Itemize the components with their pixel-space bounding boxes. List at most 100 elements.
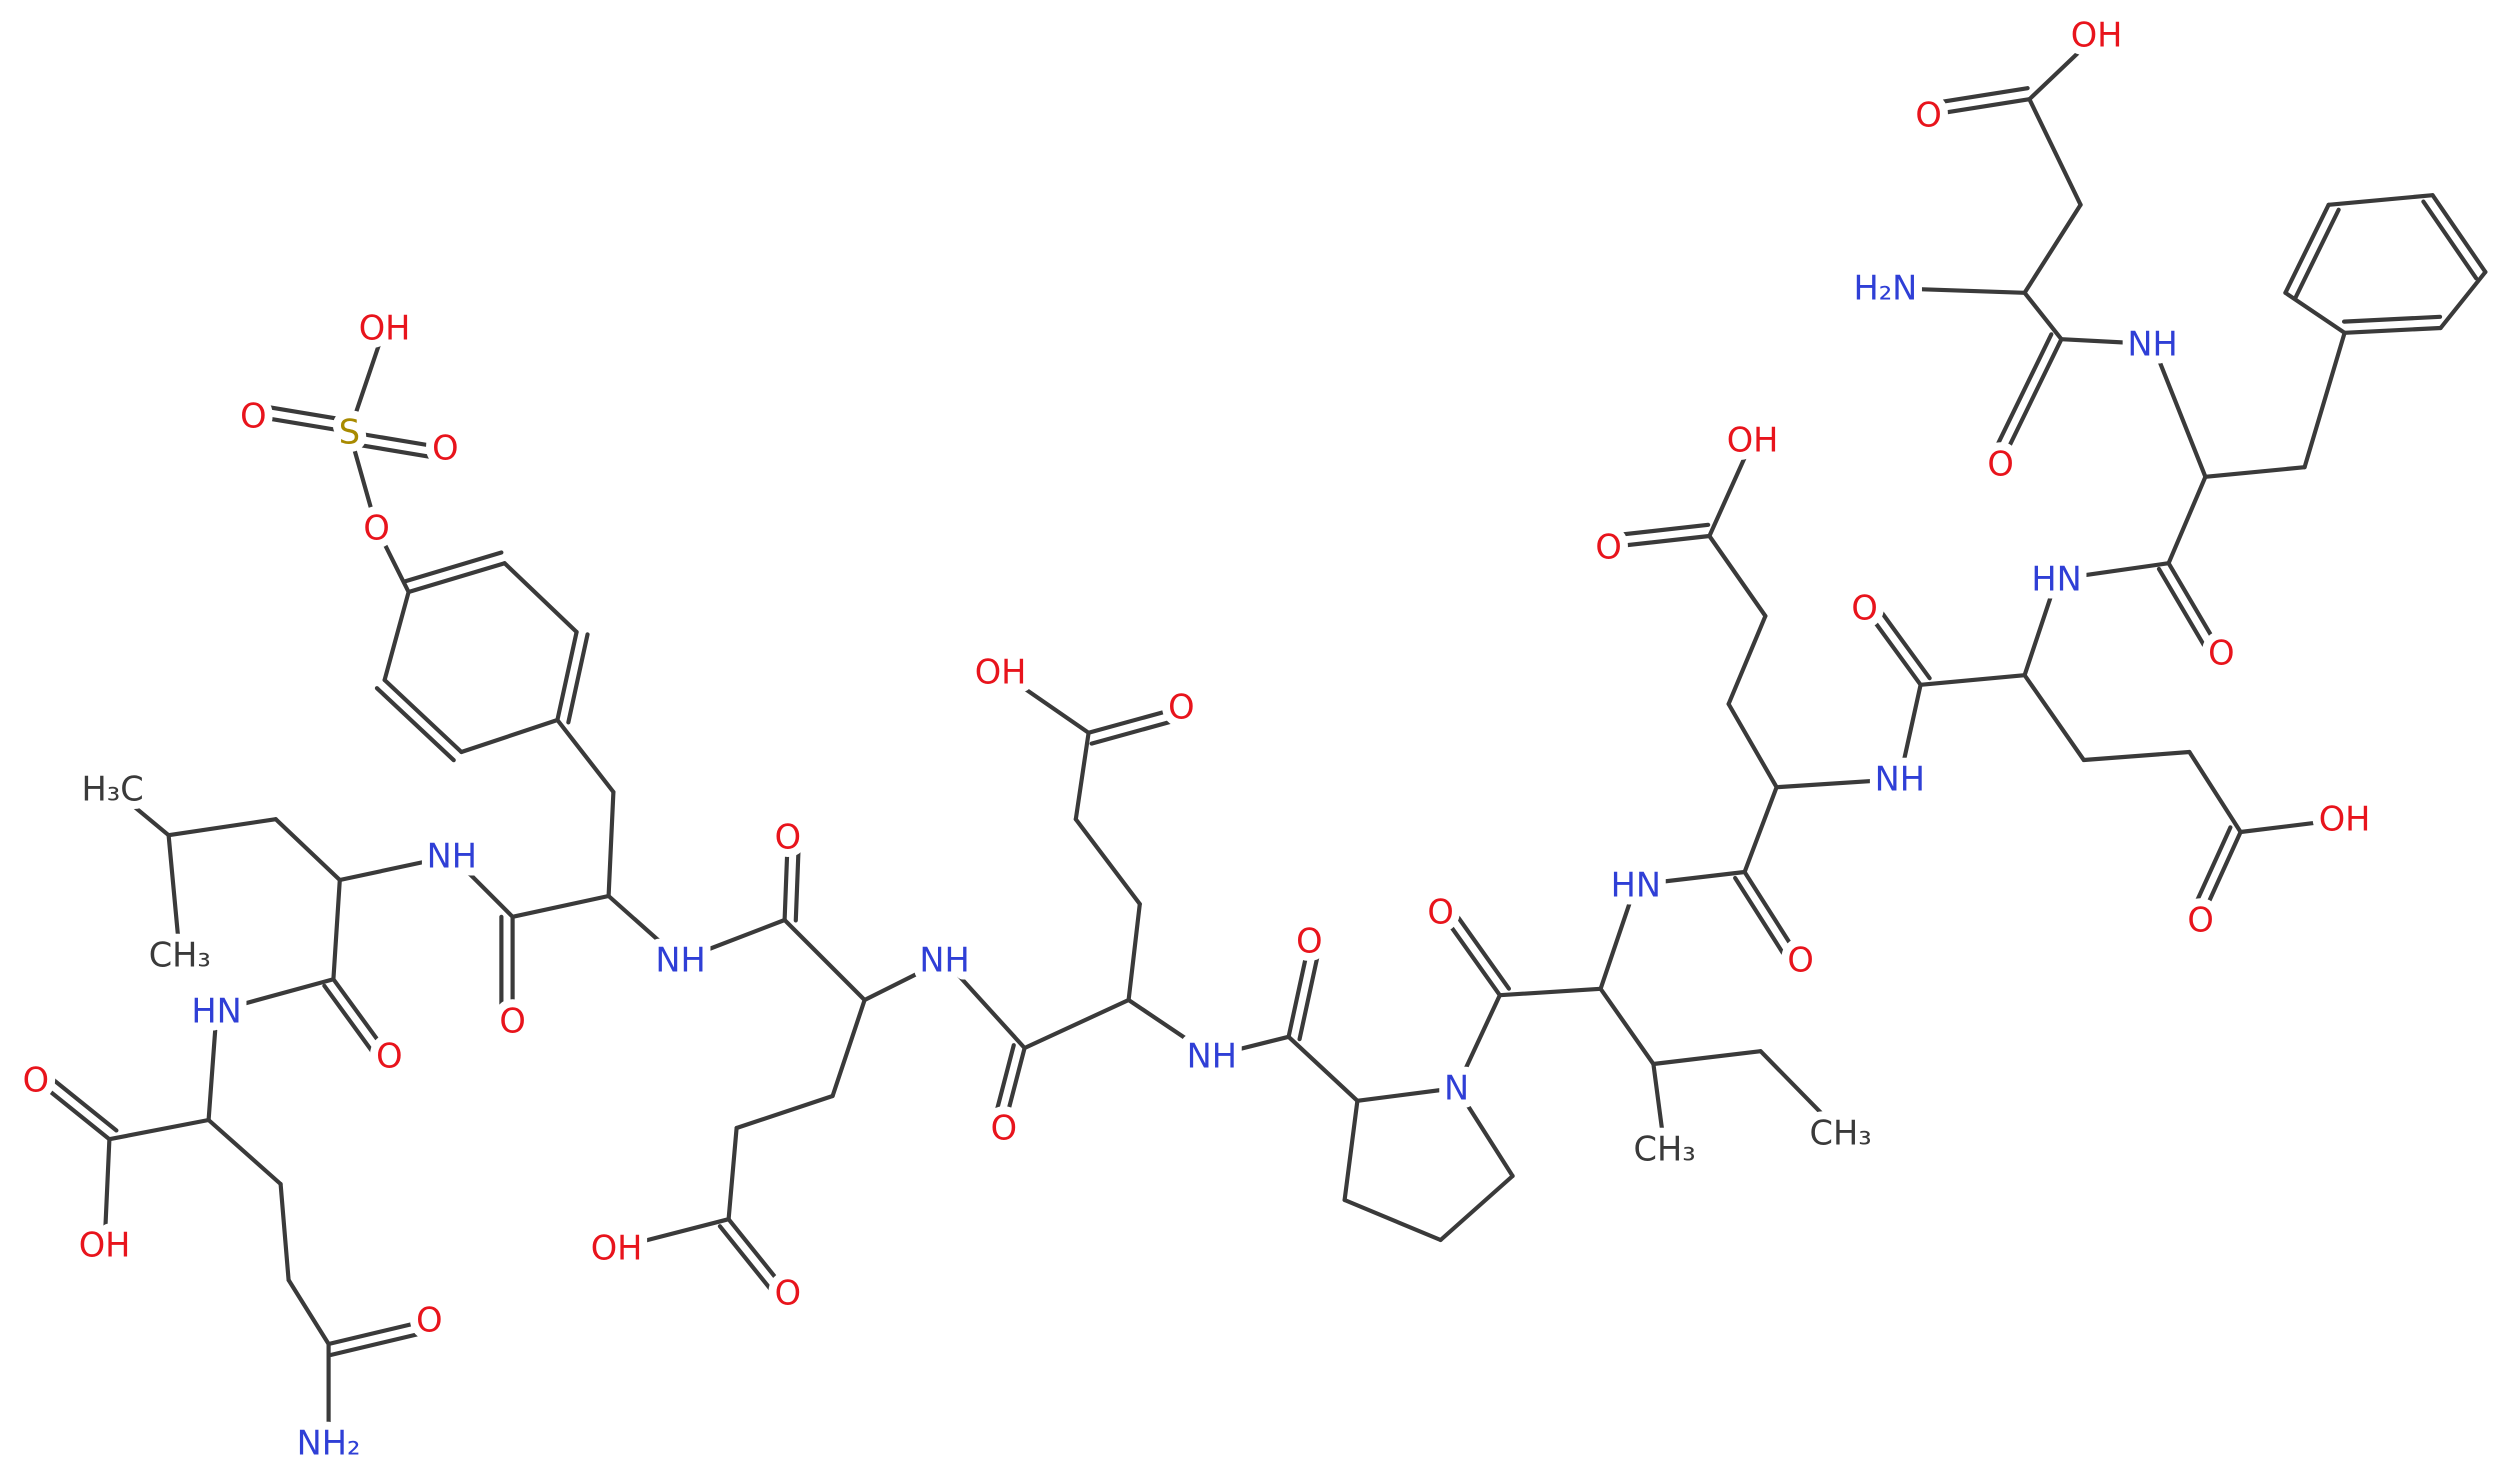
atom-label: OH <box>2071 16 2123 55</box>
bond <box>1001 1045 1027 1131</box>
bond <box>337 853 454 883</box>
bond <box>1126 901 1142 1003</box>
bond <box>990 1043 1016 1128</box>
bond <box>382 589 411 683</box>
bond <box>403 550 504 584</box>
bond <box>331 877 342 982</box>
bond <box>606 789 616 899</box>
bond <box>2438 269 2488 331</box>
bond <box>1998 337 2064 467</box>
bond <box>1447 903 1512 991</box>
bond <box>2187 749 2243 835</box>
bond <box>2203 465 2307 479</box>
bond <box>2188 825 2233 918</box>
bond <box>329 1328 435 1357</box>
bond <box>555 629 579 723</box>
bond <box>1633 869 1747 887</box>
atom-label: OH <box>1727 421 1779 460</box>
atom-label: O <box>1595 528 1621 567</box>
atom-label: O <box>363 509 389 548</box>
bond <box>942 957 1027 1051</box>
bond <box>2166 474 2208 566</box>
bond <box>1726 613 1768 707</box>
bond <box>214 977 336 1014</box>
bond <box>1726 701 1779 790</box>
bond <box>1286 938 1312 1039</box>
bond <box>278 1181 291 1283</box>
atom-label: OH <box>975 653 1027 692</box>
atom-label: CH₃ <box>1810 1113 1872 1152</box>
bond <box>347 429 448 451</box>
bond <box>326 1317 432 1347</box>
atom-label: O <box>416 1301 442 1340</box>
bond <box>273 817 342 883</box>
bond <box>459 717 560 755</box>
bond <box>678 917 787 963</box>
bond <box>1209 1034 1291 1059</box>
bond <box>107 1117 211 1142</box>
bond <box>1862 605 1923 687</box>
atom-label: HN <box>191 992 241 1031</box>
bond <box>2022 290 2064 342</box>
bond <box>1286 1034 1360 1103</box>
bond <box>2022 202 2083 295</box>
bond <box>40 1069 119 1133</box>
bond <box>449 853 515 919</box>
bond <box>1918 673 2027 687</box>
bond <box>1086 705 1184 735</box>
bond <box>2027 33 2099 102</box>
atom-label: O <box>240 397 266 436</box>
bond <box>2341 314 2443 324</box>
bond <box>166 817 278 838</box>
bond <box>1342 1197 1443 1243</box>
atom-label: N <box>1444 1069 1469 1108</box>
atom-label: O <box>432 429 458 468</box>
bond <box>1022 997 1131 1051</box>
bond <box>717 1224 782 1302</box>
bond <box>1598 986 1656 1067</box>
bond <box>1438 1173 1515 1243</box>
bond <box>1651 1049 1763 1067</box>
bond <box>253 402 354 424</box>
bond <box>1897 682 1923 782</box>
bond <box>2293 207 2341 300</box>
bond <box>1342 1098 1360 1203</box>
bond <box>206 1009 219 1123</box>
bond <box>331 977 392 1059</box>
bond <box>1707 437 1755 539</box>
bond <box>862 957 947 1003</box>
atom-labels: OH O H₂N NH O HN O O NH O OH OH O HN O O N CH₃ CH₃ O NH OH O NH… <box>15 8 2379 1471</box>
atom-label: OH <box>359 309 411 348</box>
bonds <box>33 33 2488 1446</box>
atom-label: O <box>1168 688 1194 727</box>
bond <box>2027 97 2083 207</box>
atom-label: S <box>339 413 360 452</box>
bond <box>1438 909 1502 998</box>
atom-label: O <box>1987 445 2013 484</box>
bond <box>734 1093 835 1131</box>
bond <box>1606 533 1712 550</box>
bond <box>1758 1049 1843 1135</box>
atom-label: NH <box>1187 1037 1237 1076</box>
bond <box>510 893 611 919</box>
atom-label: O <box>1851 589 1877 628</box>
bond <box>782 834 790 923</box>
atom-label: NH <box>2127 325 2177 364</box>
bond <box>2302 330 2347 470</box>
atom-label: O <box>2187 901 2213 940</box>
bond <box>1355 1085 1459 1103</box>
bond <box>33 1077 112 1142</box>
bond <box>374 686 456 763</box>
bond <box>1883 285 2027 295</box>
bond <box>345 440 446 462</box>
bond <box>793 835 802 923</box>
atom-label: O <box>23 1061 49 1100</box>
bond <box>1707 533 1768 619</box>
bond <box>1073 817 1142 907</box>
bond <box>1924 86 2030 107</box>
atom-label: CH₃ <box>149 936 211 975</box>
bond <box>2156 566 2214 661</box>
bond <box>1742 869 1803 963</box>
bond <box>2081 749 2192 763</box>
bond <box>1598 882 1638 991</box>
